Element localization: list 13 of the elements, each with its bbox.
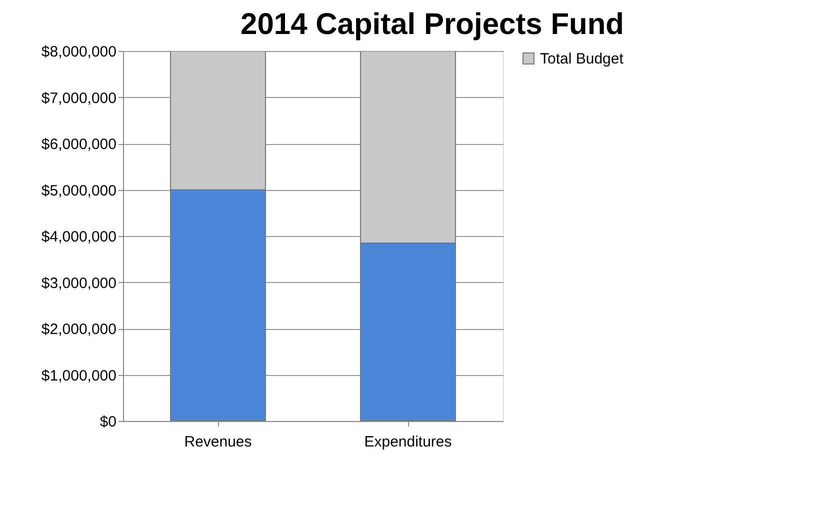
y-tick-label: $1,000,000 <box>41 367 116 384</box>
y-tick-label: $2,000,000 <box>41 321 116 338</box>
legend-label: Total Budget <box>540 50 624 68</box>
y-tick-label: $7,000,000 <box>41 90 116 107</box>
y-tick-label: $5,000,000 <box>41 182 116 200</box>
y-tick-label: $4,000,000 <box>41 228 116 246</box>
y-tick-label: $3,000,000 <box>41 274 116 292</box>
y-tick-label: $6,000,000 <box>41 136 116 153</box>
chart-title: 2014 Capital Projects Fund <box>240 8 624 41</box>
x-tick-label: Revenues <box>184 434 252 450</box>
y-tick-label: $0 <box>100 414 116 430</box>
x-tick-label: Expenditures <box>364 434 452 450</box>
y-tick-label: $8,000,000 <box>41 44 116 60</box>
